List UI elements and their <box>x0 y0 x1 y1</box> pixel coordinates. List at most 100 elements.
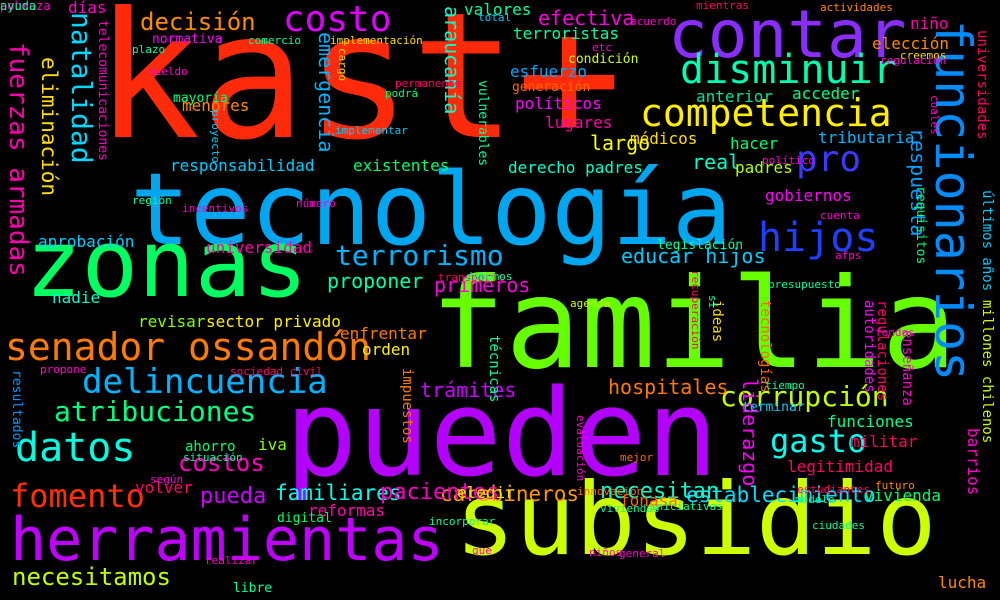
word-evaluacion: evaluación <box>574 415 587 482</box>
word-resultados: resultados <box>9 370 24 449</box>
word-region: región <box>132 194 172 207</box>
word-pobreza: pobreza <box>0 0 51 13</box>
word-permanente: permanente <box>395 77 462 90</box>
word-viviendas: viviendas <box>600 502 660 515</box>
word-mientras: mientras <box>696 0 749 12</box>
word-hijos: hijos <box>758 215 879 261</box>
word-tramites: trámites <box>420 378 517 402</box>
word-disminuir: disminuir <box>680 47 897 93</box>
word-esfuerzo: esfuerzo <box>510 62 588 81</box>
word-acceder: acceder <box>792 84 860 103</box>
word-telecomunicaciones: telecomunicaciones <box>95 20 110 161</box>
word-tecnologias: tecnologías <box>757 300 773 393</box>
word-tecnologia: tecnología <box>130 151 733 268</box>
word-universidad: universidad <box>206 238 312 257</box>
word-volver: volver <box>135 478 193 497</box>
word-proponer: proponer <box>327 269 424 293</box>
word-araucania: araucanía <box>440 6 464 115</box>
word-regulacion: regulación <box>880 54 947 67</box>
word-eleccion: elección <box>872 34 950 53</box>
word-numero: número <box>296 197 336 210</box>
word-regulaciones: regulaciones <box>874 300 890 402</box>
word-fomento: fomento <box>10 477 145 515</box>
word-generacion: generación <box>512 80 591 95</box>
word-tiempo: tiempo <box>765 379 805 392</box>
word-anterior: anterior <box>696 87 774 106</box>
word-cuales: cuales <box>928 95 941 135</box>
word-plazo: plazo <box>132 43 166 56</box>
word-debemos: debemos <box>466 270 513 283</box>
word-acuerdo: acuerdo <box>630 15 677 28</box>
word-pro: pro <box>796 139 862 180</box>
word-terminar: terminar <box>742 400 805 415</box>
word-barrios: barrios <box>964 428 983 496</box>
word-comercio: comercio <box>248 34 301 47</box>
word-total: total <box>478 11 512 24</box>
word-que: que <box>472 544 492 557</box>
word-sociedad-civil: sociedad civil <box>230 365 323 378</box>
word-existentes: existentes <box>353 156 450 175</box>
word-familia: familia <box>430 252 957 397</box>
word-lugares: lugares <box>545 113 613 132</box>
word-necesitamos: necesitamos <box>12 563 171 591</box>
word-ensenanza: enseñanza <box>899 330 915 406</box>
word-incentivos: incentivos <box>182 202 249 215</box>
word-cargo: cargo <box>336 48 349 82</box>
word-atribuciones: atribuciones <box>54 395 257 428</box>
word-autoridades: autoridades <box>861 300 877 393</box>
word-emergencia: emergencia <box>314 32 338 153</box>
word-lucha: lucha <box>938 573 987 592</box>
word-presupuesto: presupuesto <box>768 278 841 291</box>
word-impuestos: impuestos <box>399 368 415 444</box>
word-dias: días <box>68 0 107 17</box>
word-general: general <box>619 547 666 560</box>
word-funciones: funciones <box>827 412 914 431</box>
word-carabineros: carabineros <box>440 482 580 506</box>
word-pacientes: pacientes <box>380 480 500 505</box>
word-ultimos-anos: últimos años <box>979 190 995 292</box>
word-realizar: realizar <box>205 554 258 567</box>
word-agenda: agenda <box>570 297 610 310</box>
word-corrupcion: corrupción <box>720 380 889 413</box>
word-efectiva: efectiva <box>538 6 635 30</box>
word-costos: costos <box>178 449 265 477</box>
word-etc: etc <box>592 41 612 54</box>
word-gasto: gasto <box>770 422 867 460</box>
word-delincuencia: delincuencia <box>82 362 328 402</box>
word-incorporar: incorporar <box>429 515 496 528</box>
word-ciudades: ciudades <box>812 519 865 532</box>
word-aprobacion: aprobación <box>38 232 135 251</box>
word-necesitan: necesitan <box>600 479 720 504</box>
word-futuro: futuro <box>875 479 915 492</box>
word-ideas: ideas <box>709 300 725 343</box>
word-largo: largo <box>590 131 651 155</box>
word-fuerzas-armadas: fuerzas armadas <box>3 42 33 277</box>
word-pueda: pueda <box>200 484 267 509</box>
word-ayuda: ayuda <box>0 0 37 13</box>
word-fonasa: fonasa <box>620 491 678 510</box>
word-ninos: niños <box>589 546 623 559</box>
word-revisar: revisar <box>138 312 206 331</box>
word-implementar: implementar <box>335 124 408 137</box>
word-condicion: condición <box>568 52 639 67</box>
word-legitimidad: legitimidad <box>787 457 893 476</box>
word-sector-privado: sector privado <box>206 312 341 331</box>
word-funcionarios: funcionarios <box>924 20 982 382</box>
word-nadie: nadie <box>52 288 101 307</box>
word-innovacion: innovación <box>577 485 644 498</box>
word-valores: valores <box>464 0 532 19</box>
word-medicos: médicos <box>630 129 698 148</box>
word-natalidad: natalidad <box>65 12 98 164</box>
word-universidades: universidades <box>974 30 990 140</box>
word-familiares: familiares <box>275 481 402 505</box>
word-tecnicas: técnicas <box>486 335 502 403</box>
word-mejor: mejor <box>620 451 654 464</box>
word-costo: costo <box>283 0 392 40</box>
word-primeros: primeros <box>434 273 531 297</box>
word-fondos: fondos <box>875 326 915 339</box>
word-competencia: competencia <box>640 91 892 135</box>
word-implementacion: implementación <box>330 34 423 47</box>
word-subsidio: subsidio <box>455 461 937 578</box>
word-millones-chilenos: millones chilenos <box>979 300 995 444</box>
